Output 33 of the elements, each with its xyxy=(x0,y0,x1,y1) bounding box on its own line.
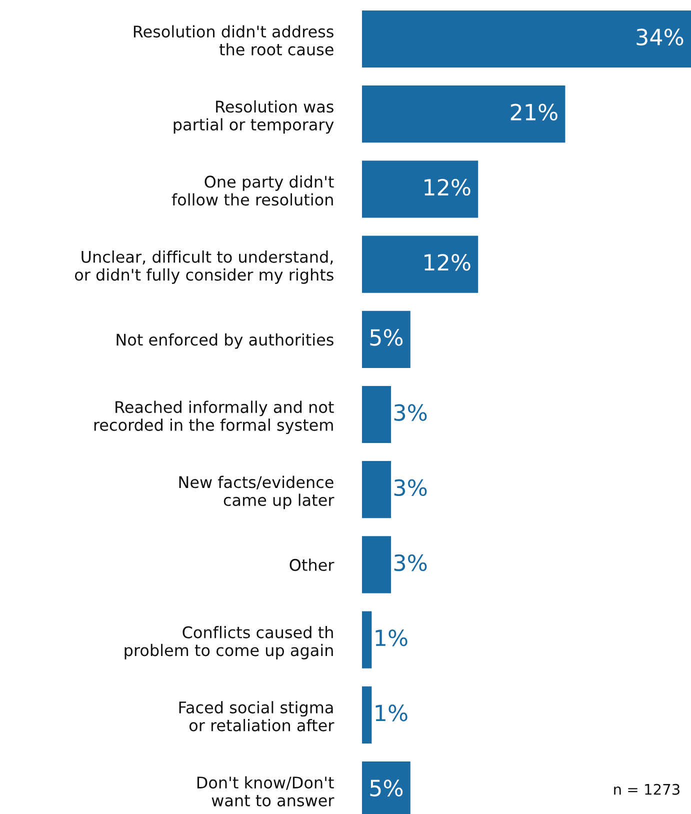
bar xyxy=(362,611,372,668)
y-tick-label: Not enforced by authorities xyxy=(116,333,334,349)
data-label: 3% xyxy=(394,554,427,572)
data-label: 5% xyxy=(370,780,403,796)
data-label: 12% xyxy=(424,178,470,196)
y-tick-label: Don't know/Don't want to answer xyxy=(197,776,334,806)
data-label: 21% xyxy=(510,104,558,121)
y-tick-label: Conflicts caused th problem to come up again xyxy=(124,626,333,660)
y-tick-label: Resolution was partial or temporary xyxy=(174,100,334,134)
data-label: 3% xyxy=(394,404,427,421)
data-label: 1% xyxy=(376,629,408,646)
y-tick-label: New facts/evidence came up later xyxy=(179,476,334,510)
data-label: 34% xyxy=(636,28,684,46)
bar xyxy=(362,536,392,594)
bar xyxy=(362,86,566,143)
data-label: 5% xyxy=(370,329,403,346)
annotation: n = 1273 xyxy=(614,784,680,795)
y-tick-label: Faced social stigma or retaliation after xyxy=(179,701,334,732)
data-label: 1% xyxy=(376,704,408,722)
bar xyxy=(362,310,410,368)
bar xyxy=(362,10,691,68)
y-tick-label: Reached informally and not recorded in the formal system xyxy=(94,400,334,434)
y-tick-label: Other xyxy=(290,558,334,571)
bar xyxy=(362,461,392,518)
bar xyxy=(362,236,478,293)
bar xyxy=(362,686,372,744)
y-tick-label: One party didn't follow the resolution xyxy=(172,175,334,206)
bar xyxy=(362,386,392,444)
data-label: 12% xyxy=(424,254,470,271)
data-label: 3% xyxy=(394,479,427,496)
y-tick-label: Resolution didn't address the root cause xyxy=(134,25,334,56)
bar xyxy=(362,160,478,218)
y-tick-label: Unclear, difficult to understand, or didn't fully consider my rights xyxy=(74,250,334,284)
